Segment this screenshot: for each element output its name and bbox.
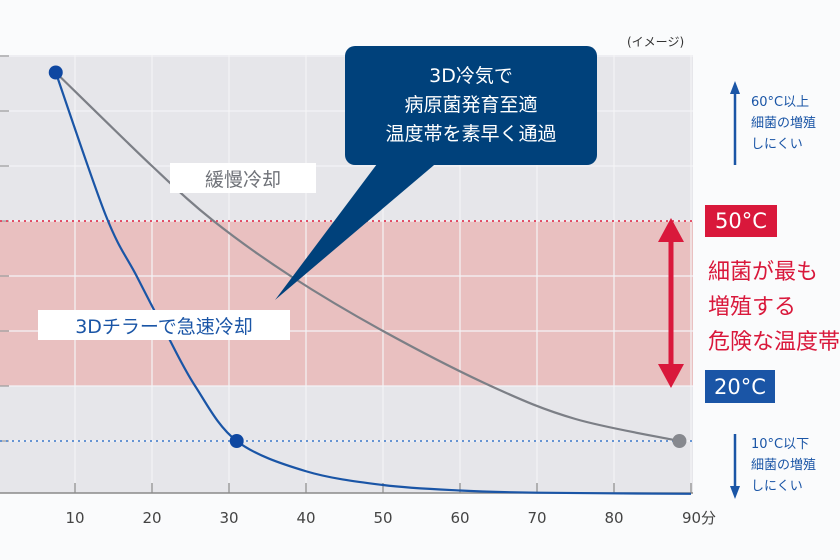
up-arrow-head bbox=[730, 81, 740, 94]
down-arrow-head bbox=[730, 486, 740, 499]
arrow-up-head bbox=[658, 218, 684, 242]
series-line bbox=[54, 71, 680, 443]
x-tick-label: 70 bbox=[527, 509, 546, 527]
slow-cooling-label: 緩慢冷却 bbox=[170, 163, 316, 193]
x-tick-label: 90分 bbox=[682, 509, 716, 527]
note-low-temp: 10°C以下 細菌の増殖 しにくい bbox=[751, 434, 816, 497]
tag-20c: 20°C bbox=[705, 370, 775, 403]
fast-cooling-label: 3Dチラーで急速冷却 bbox=[38, 310, 290, 340]
x-tick-label: 80 bbox=[604, 509, 623, 527]
x-tick-label: 10 bbox=[65, 509, 84, 527]
callout-line: 病原菌発育至適 bbox=[404, 94, 538, 116]
arrow-down-head bbox=[658, 364, 684, 388]
note-high-temp: 60°C以上 細菌の増殖 しにくい bbox=[751, 92, 816, 155]
note-line: しにくい bbox=[751, 479, 803, 494]
x-tick-label: 30 bbox=[219, 509, 238, 527]
callout-line: 温度帯を素早く通過 bbox=[385, 123, 557, 145]
x-tick-label: 50 bbox=[373, 509, 392, 527]
note-line: 細菌の増殖 bbox=[751, 116, 817, 131]
note-line: 60°C以上 bbox=[751, 95, 810, 110]
x-tick-label: 20 bbox=[142, 509, 161, 527]
callout-line: 3D冷気で bbox=[429, 65, 513, 87]
x-tick-label: 40 bbox=[296, 509, 315, 527]
danger-line: 増殖する bbox=[708, 295, 797, 320]
data-point bbox=[48, 65, 63, 80]
danger-zone-text: 細菌が最も 増殖する 危険な温度帯 bbox=[708, 255, 840, 360]
image-note: (イメージ) bbox=[627, 35, 685, 49]
note-line: 10°C以下 bbox=[751, 437, 810, 452]
data-point bbox=[229, 434, 244, 448]
x-tick-label: 60 bbox=[450, 509, 469, 527]
danger-band bbox=[0, 221, 693, 386]
danger-line: 危険な温度帯 bbox=[708, 330, 840, 355]
note-line: しにくい bbox=[751, 137, 803, 152]
data-point bbox=[672, 434, 687, 448]
note-line: 細菌の増殖 bbox=[751, 458, 817, 473]
tag-50c: 50°C bbox=[705, 205, 777, 237]
callout-tail bbox=[275, 160, 440, 300]
callout-box: 3D冷気で 病原菌発育至適 温度帯を素早く通過 bbox=[345, 46, 597, 165]
danger-line: 細菌が最も bbox=[708, 260, 819, 285]
